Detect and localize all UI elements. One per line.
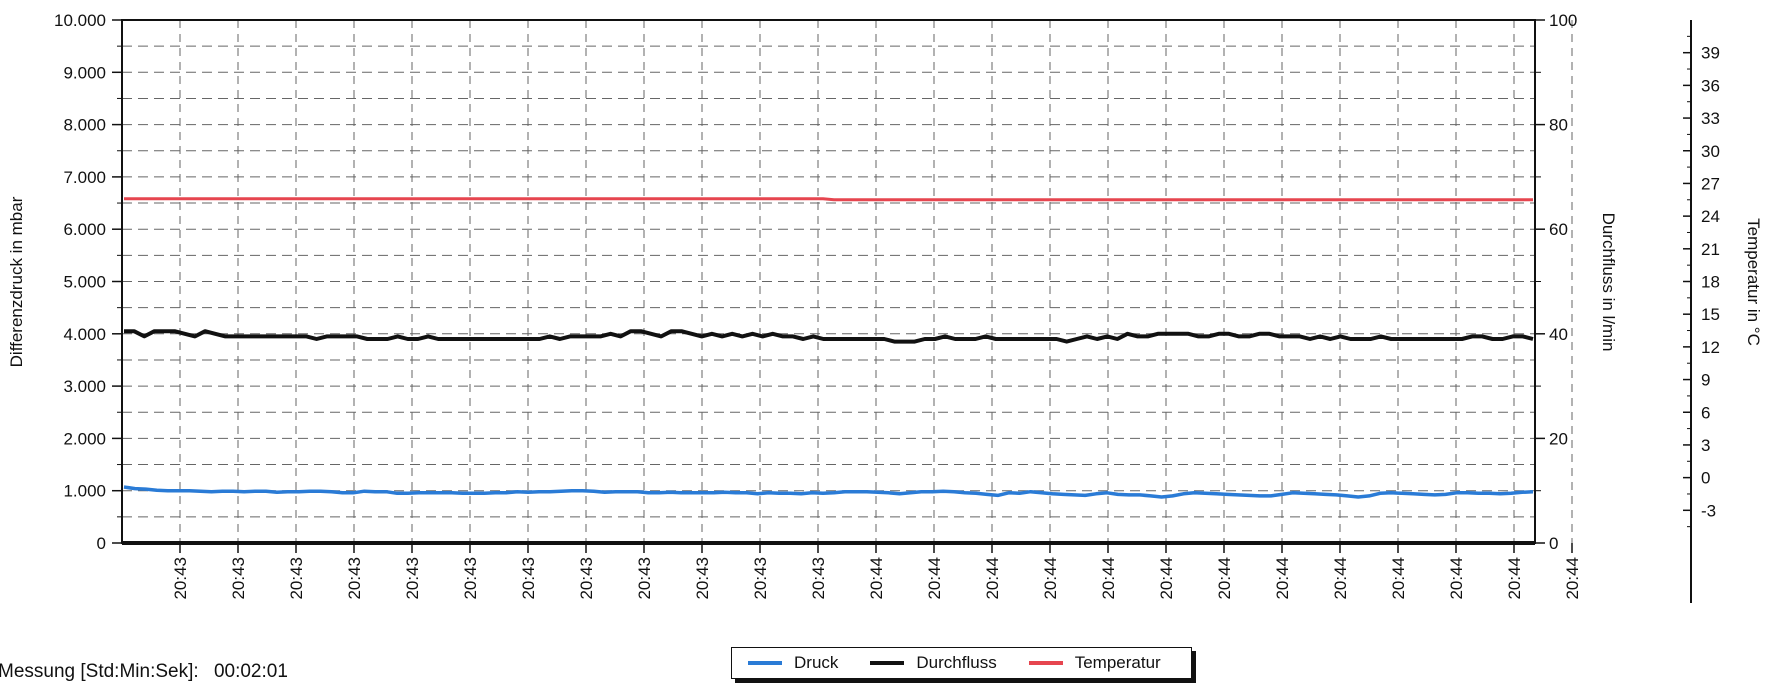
measurement-duration-value: 00:02:01 [213,661,288,682]
x-axis-tick-label: 20:43 [461,557,480,600]
right-axis-tick-label: 20 [1549,429,1568,448]
series-line-durchfluss [124,329,1534,344]
x-axis-tick-label: 20:43 [577,557,596,600]
x-axis-tick-label: 20:44 [983,557,1002,600]
temperature-axis-tick-label: 9 [1701,371,1710,390]
temperature-axis-title: Temperatur in °C [1744,218,1763,346]
right-axis-tick-label: 100 [1549,11,1577,30]
x-axis-tick-label: 20:43 [809,557,828,600]
x-axis-tick-label: 20:43 [751,557,770,600]
x-axis-tick-label: 20:43 [229,557,248,600]
legend-item-temperatur: Temperatur [1028,653,1161,673]
x-axis-tick-label: 20:44 [1273,557,1292,600]
temperature-axis-tick-label: 3 [1701,436,1710,455]
temperature-axis-tick-label: 24 [1701,207,1720,226]
left-axis-tick-label: 6.000 [63,220,106,239]
x-axis-tick-label: 20:44 [1389,557,1408,600]
temperature-axis-tick-label: 33 [1701,109,1720,128]
left-axis-tick-label: 4.000 [63,325,106,344]
temperature-axis-tick-label: -3 [1701,501,1716,520]
chart: 0 1.000 2.000 3.000 4.000 5.000 6.000 7.000 8.00… [7,11,1763,603]
left-axis-tick-label: 2.000 [63,429,106,448]
right-axis-ticks: 0 20 40 60 80 100 [1535,11,1577,553]
temperature-axis-tick-label: 39 [1701,44,1720,63]
left-axis-title: Differenzdruck in mbar [7,196,26,367]
right-axis-tick-label: 60 [1549,220,1568,239]
x-axis-tick-label: 20:43 [519,557,538,600]
legend-swatch-temperatur [1028,661,1063,665]
left-axis-tick-label: 1.000 [63,482,106,501]
x-axis-tick-label: 20:43 [171,557,190,600]
temperature-axis-tick-label: 12 [1701,338,1720,357]
legend-item-druck: Druck [748,653,838,673]
x-axis-tick-label: 20:43 [287,557,306,600]
series-line-druck [123,485,1534,499]
legend-item-durchfluss: Durchfluss [870,653,997,673]
left-axis-tick-label: 7.000 [63,168,106,187]
series-line-temperatur [124,197,1533,202]
x-axis-tick-label: 20:44 [1099,557,1118,600]
legend-swatch-durchfluss [870,661,905,665]
temperature-axis-tick-label: 36 [1701,76,1720,95]
series-lines [123,197,1534,499]
temperature-axis-tick-label: 30 [1701,142,1720,161]
x-axis-ticks: 20:43 20:43 20:43 20:43 20:43 20:43 20:43 20:43… [171,543,1582,600]
temperature-axis-tick-label: 0 [1701,469,1710,488]
temperature-axis-tick-label: 18 [1701,273,1720,292]
left-axis-tick-label: 0 [97,534,106,553]
x-axis-tick-label: 20:44 [1447,557,1466,600]
x-axis-tick-label: 20:44 [1157,557,1176,600]
x-axis-tick-label: 20:43 [345,557,364,600]
temperature-axis-tick-label: 21 [1701,240,1720,259]
right-axis-tick-label: 0 [1549,534,1558,553]
x-axis-tick-label: 20:44 [1331,557,1350,600]
measurement-duration-label: Messung [Std:Min:Sek]: [0,661,199,682]
right-axis-title: Durchfluss in l/min [1599,213,1618,352]
temperature-axis-tick-label: 15 [1701,305,1720,324]
x-axis-tick-label: 20:44 [1215,557,1234,600]
gridlines [122,20,1573,543]
temperature-axis-tick-label: 27 [1701,174,1720,193]
x-axis-tick-label: 20:43 [635,557,654,600]
legend-label-temperatur: Temperatur [1074,653,1161,672]
temperature-axis-tick-label: 6 [1701,403,1710,422]
x-axis-tick-label: 20:44 [1563,557,1582,600]
x-axis-tick-label: 20:44 [1505,557,1524,600]
x-axis-tick-label: 20:43 [403,557,422,600]
left-axis-tick-label: 10.000 [54,11,106,30]
x-axis-tick-label: 20:43 [693,557,712,600]
legend: Druck Durchfluss Temperatur [731,647,1192,679]
left-axis-tick-label: 3.000 [63,377,106,396]
left-axis-ticks: 0 1.000 2.000 3.000 4.000 5.000 6.000 7.000 8.00… [54,11,122,553]
legend-label-druck: Druck [794,653,839,672]
measurement-duration: Messung [Std:Min:Sek]: 00:02:01 [0,661,298,683]
legend-label-durchfluss: Durchfluss [916,653,997,672]
right-axis-tick-label: 80 [1549,116,1568,135]
left-axis-tick-label: 9.000 [63,63,106,82]
right-axis-tick-label: 40 [1549,325,1568,344]
x-axis-tick-label: 20:44 [867,557,886,600]
left-axis-tick-label: 8.000 [63,116,106,135]
left-axis-tick-label: 5.000 [63,273,106,292]
x-axis-tick-label: 20:44 [925,557,944,600]
x-axis-tick-label: 20:44 [1041,557,1060,600]
legend-swatch-druck [748,661,782,665]
